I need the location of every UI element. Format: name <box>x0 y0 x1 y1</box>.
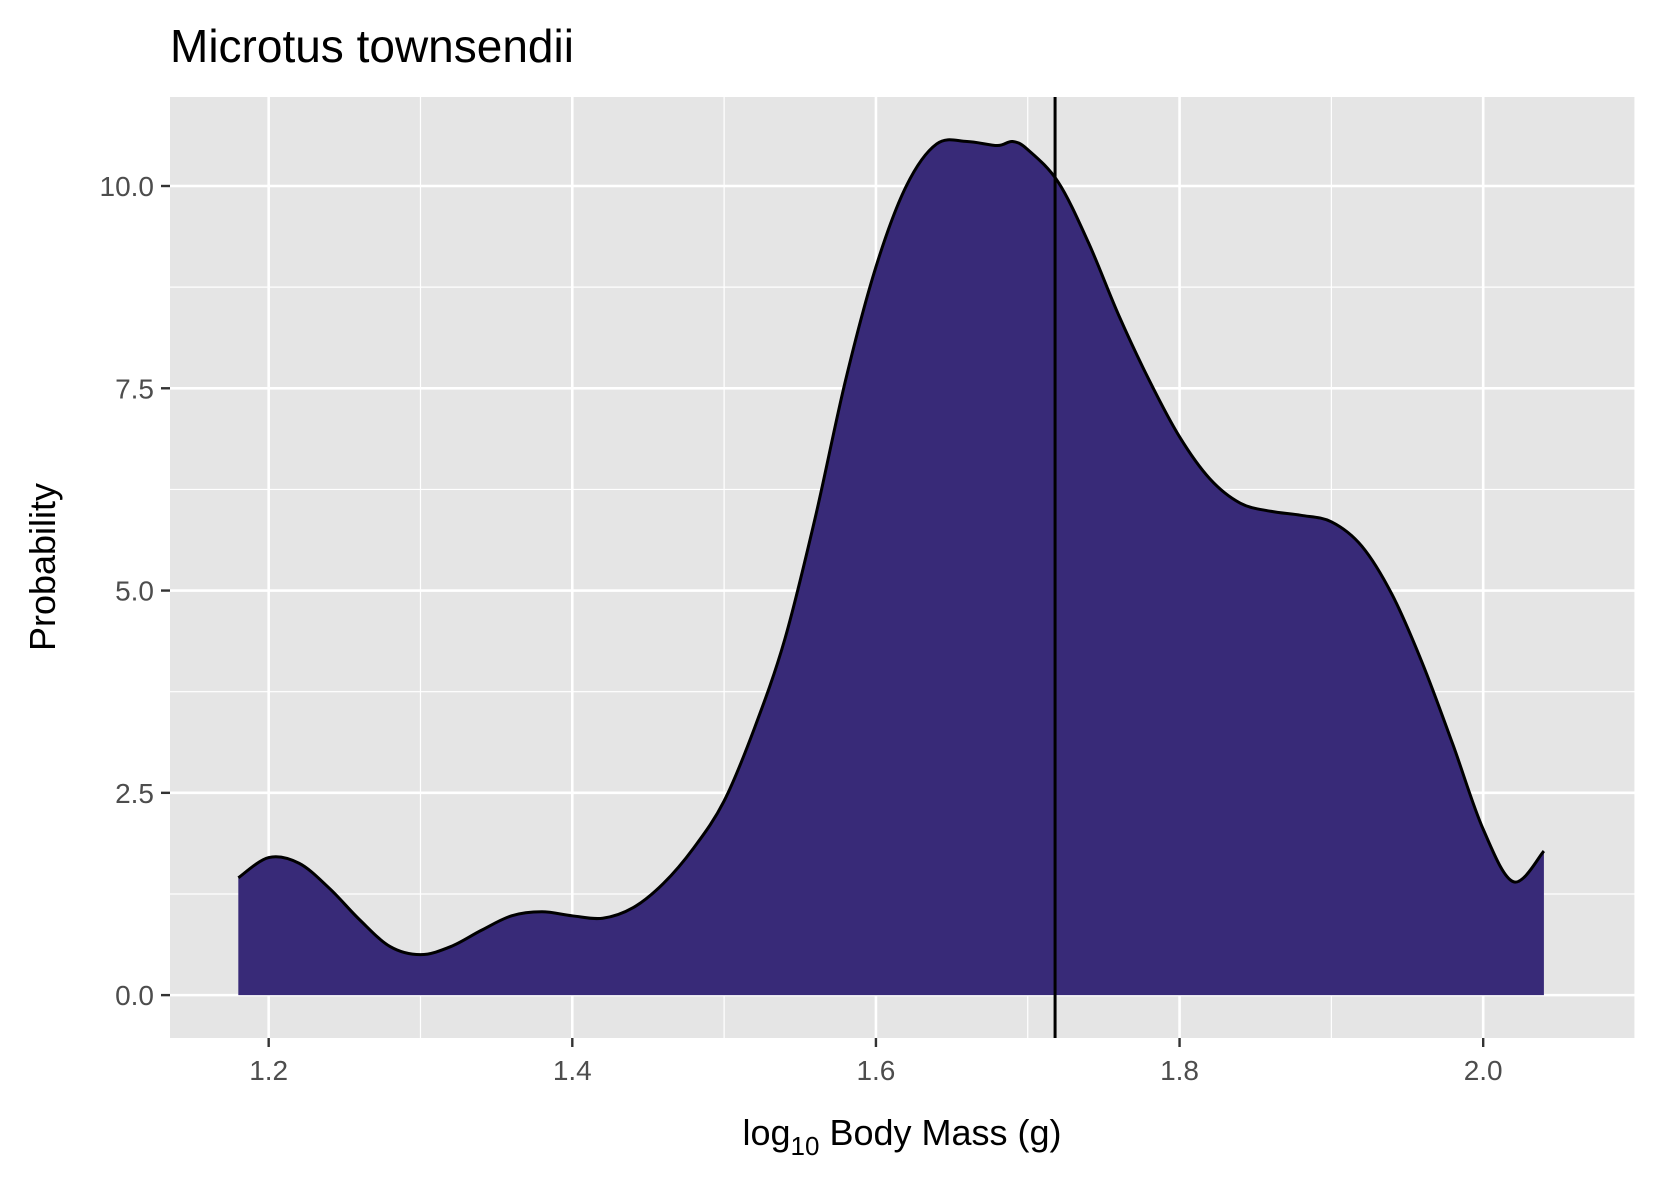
x-axis-title-suffix: Body Mass (g) <box>819 1112 1061 1153</box>
density-curve-outline <box>237 138 1546 957</box>
y-axis-title: Probability <box>22 483 63 651</box>
series-layer <box>237 138 1546 996</box>
x-tick-label: 1.4 <box>553 1055 592 1086</box>
x-axis-title-subscript: 10 <box>791 1131 820 1161</box>
y-axis: 0.0 2.5 5.0 7.5 10.0 <box>100 171 170 1011</box>
x-axis-title: log10 Body Mass (g) <box>742 1112 1061 1161</box>
x-tick-label: 2.0 <box>1464 1055 1503 1086</box>
density-area-fill <box>238 139 1544 996</box>
y-tick-label: 10.0 <box>100 171 155 202</box>
x-tick-label: 1.6 <box>856 1055 895 1086</box>
x-axis-title-prefix: log <box>742 1112 790 1153</box>
chart-title: Microtus townsendii <box>170 20 574 72</box>
y-tick-label: 5.0 <box>115 576 154 607</box>
y-tick-label: 0.0 <box>115 980 154 1011</box>
x-tick-label: 1.8 <box>1160 1055 1199 1086</box>
y-tick-label: 2.5 <box>115 778 154 809</box>
x-tick-label: 1.2 <box>249 1055 288 1086</box>
x-axis: 1.2 1.4 1.6 1.8 2.0 <box>249 1038 1503 1086</box>
y-tick-label: 7.5 <box>115 373 154 404</box>
